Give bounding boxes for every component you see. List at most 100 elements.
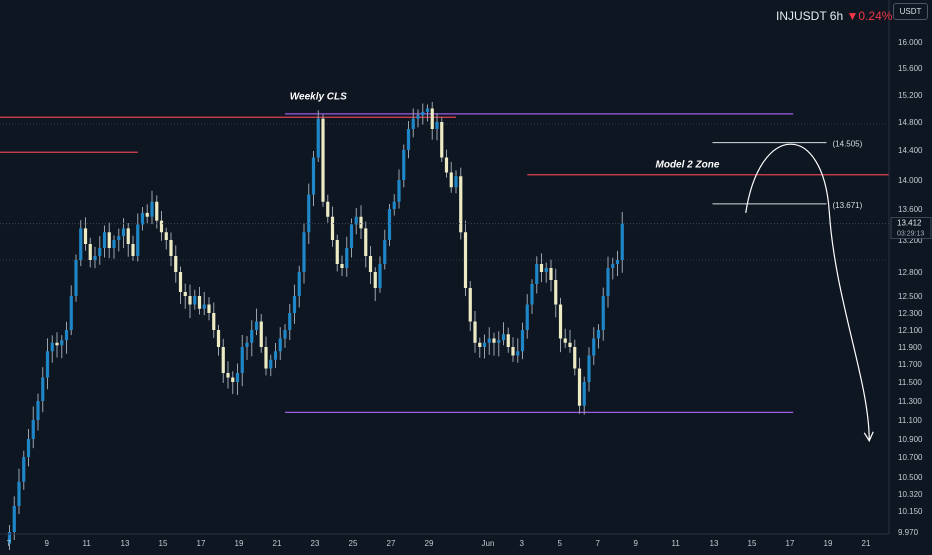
candle-body bbox=[307, 194, 311, 233]
candle-body bbox=[269, 359, 273, 369]
candle-body bbox=[112, 240, 116, 248]
candle-body bbox=[254, 321, 259, 330]
price-tick-label: 10.150 bbox=[898, 507, 923, 516]
target-label: (14.505) bbox=[833, 140, 863, 149]
candle-body bbox=[416, 115, 420, 119]
candle-body bbox=[449, 172, 453, 188]
candle-body bbox=[506, 334, 510, 347]
candle-body bbox=[354, 216, 358, 225]
candle-body bbox=[140, 212, 145, 225]
time-tick-label: 17 bbox=[197, 539, 206, 548]
candle-body bbox=[102, 232, 107, 248]
time-tick-label: 21 bbox=[862, 539, 871, 548]
candle-body bbox=[425, 108, 430, 112]
annotation-label: Weekly CLS bbox=[290, 92, 347, 103]
candle-body bbox=[145, 212, 149, 217]
candle-body bbox=[226, 373, 230, 378]
candle-body bbox=[55, 342, 59, 346]
candles bbox=[7, 101, 624, 551]
candle-body bbox=[383, 240, 387, 264]
candle-body bbox=[525, 304, 529, 330]
interval-label: 6h bbox=[829, 9, 844, 23]
candle-body bbox=[235, 373, 240, 382]
candle-body bbox=[378, 264, 382, 288]
candle-body bbox=[544, 268, 548, 272]
candle-body bbox=[615, 260, 620, 264]
price-tick-label: 11.500 bbox=[898, 378, 922, 387]
candle-body bbox=[459, 176, 463, 233]
candle-body bbox=[22, 457, 26, 482]
candle-body bbox=[492, 338, 496, 343]
candle-body bbox=[221, 347, 225, 373]
time-tick-label: 19 bbox=[824, 539, 833, 548]
candle-body bbox=[197, 296, 202, 309]
candle-body bbox=[45, 351, 50, 378]
candle-body bbox=[250, 330, 254, 343]
time-tick-label: Jun bbox=[482, 539, 495, 548]
candle-body bbox=[202, 304, 206, 309]
candle-body bbox=[359, 216, 363, 229]
price-tick-label: 10.320 bbox=[898, 490, 923, 499]
candle-body bbox=[273, 351, 278, 360]
candle-body bbox=[587, 355, 591, 382]
candle-body bbox=[411, 118, 415, 129]
candle-body bbox=[60, 340, 64, 346]
candle-body bbox=[188, 296, 192, 305]
price-tick-label: 15.200 bbox=[898, 91, 923, 100]
candle-body bbox=[316, 118, 320, 158]
time-tick-label: 17 bbox=[786, 539, 795, 548]
candle-body bbox=[41, 377, 45, 401]
time-tick-label: 29 bbox=[425, 539, 434, 548]
candle-body bbox=[7, 532, 12, 544]
candle-body bbox=[245, 342, 249, 347]
time-tick-label: 13 bbox=[121, 539, 130, 548]
time-axis[interactable]: 7 9 11 13 15 17 19 21 23 25 27 29 Jun 3 5 7 9 11 13 15 17 19 2… bbox=[0, 533, 889, 548]
candle-body bbox=[278, 338, 282, 352]
change-arrow-icon: ▼ bbox=[846, 9, 859, 23]
symbol-header[interactable]: INJUSDT 6h ▼0.24% bbox=[776, 9, 892, 23]
candle-body bbox=[136, 224, 140, 256]
candle-body bbox=[478, 342, 482, 347]
candle-body bbox=[326, 201, 330, 217]
time-tick-label: 7 bbox=[596, 539, 601, 548]
candle-body bbox=[435, 122, 439, 129]
candle-body bbox=[516, 351, 520, 356]
projection-arc bbox=[745, 143, 870, 441]
price-tick-label: 14.000 bbox=[898, 176, 923, 185]
candle-body bbox=[606, 268, 610, 296]
time-tick-label: 11 bbox=[83, 539, 92, 548]
candle-body bbox=[592, 338, 596, 356]
time-tick-label: 23 bbox=[311, 539, 320, 548]
time-tick-label: 11 bbox=[672, 539, 681, 548]
time-tick-label: 21 bbox=[273, 539, 282, 548]
candle-body bbox=[535, 264, 539, 284]
candle-body bbox=[582, 382, 586, 406]
countdown-value: 03:29:13 bbox=[897, 231, 924, 238]
candle-body bbox=[482, 342, 487, 347]
candle-body bbox=[444, 157, 449, 173]
candle-body bbox=[392, 201, 396, 209]
candle-body bbox=[501, 334, 506, 341]
candle-body bbox=[345, 248, 349, 268]
candle-body bbox=[430, 108, 434, 129]
time-tick-label: 13 bbox=[710, 539, 719, 548]
annotation-label: Model 2 Zone bbox=[656, 159, 720, 170]
candle-body bbox=[596, 330, 601, 339]
candle-body bbox=[240, 347, 244, 373]
candle-body bbox=[530, 284, 534, 305]
candle-body bbox=[212, 313, 216, 330]
candle-body bbox=[406, 129, 411, 150]
candle-body bbox=[511, 347, 515, 356]
candle-body bbox=[373, 272, 377, 288]
projection-arrow-icon bbox=[863, 431, 874, 443]
price-tick-label: 12.800 bbox=[898, 268, 923, 277]
candle-body bbox=[292, 296, 297, 313]
candle-body bbox=[497, 340, 501, 343]
time-tick-label: 3 bbox=[520, 539, 525, 548]
candle-body bbox=[107, 232, 111, 248]
currency-button[interactable]: USDT bbox=[893, 3, 928, 20]
candle-body bbox=[150, 201, 154, 217]
